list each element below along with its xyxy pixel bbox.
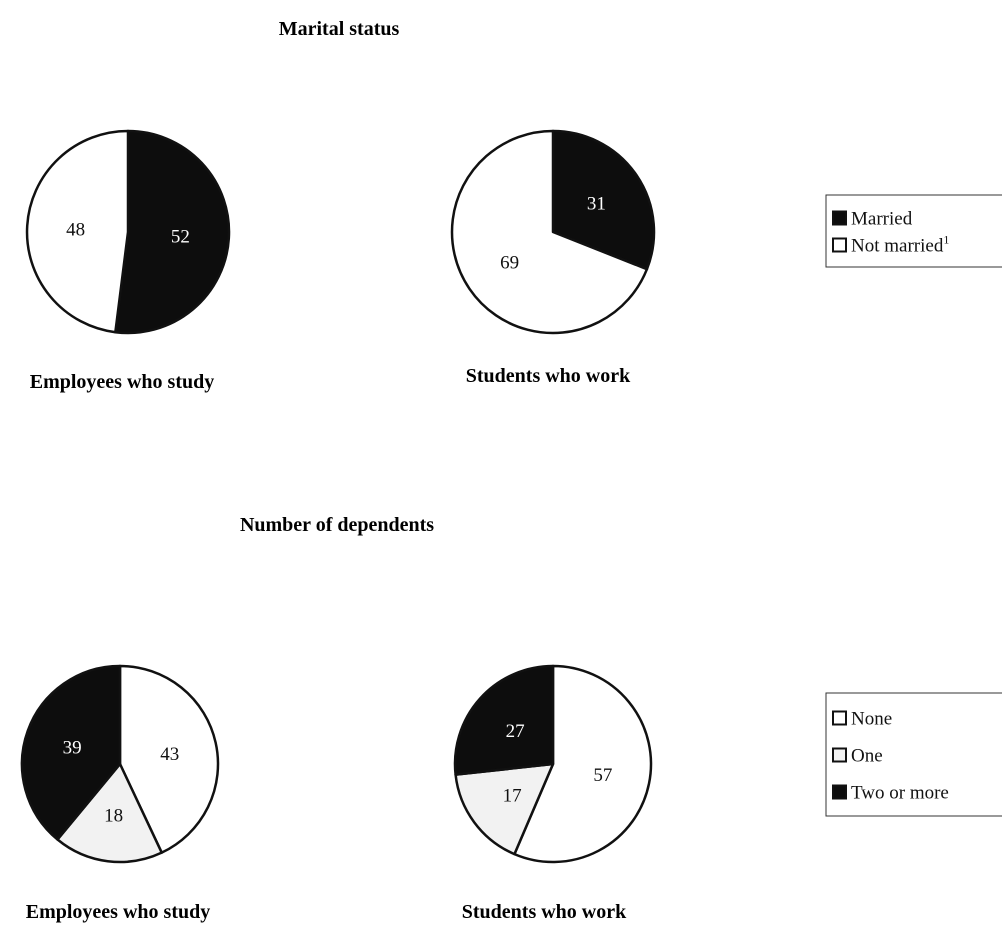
slice-value-label: 18 (104, 806, 123, 827)
pie-caption: Students who work (462, 901, 627, 923)
legend-swatch-not-married (833, 239, 846, 252)
pie-employees-who-study: 43 18 39 (22, 666, 218, 862)
slice-value-label: 48 (66, 220, 85, 241)
slice-value-label: 57 (593, 765, 612, 786)
legend: Married Not married1 (826, 195, 1002, 267)
slice-value-label: 69 (500, 253, 519, 274)
legend-entry-not-married: Not married1 (851, 233, 949, 257)
chart-title: Marital status (279, 18, 400, 40)
number-of-dependents-chart: Number of dependents 43 18 39 Employees wh… (22, 514, 1002, 923)
slice-value-label: 17 (503, 785, 522, 806)
pie-caption: Students who work (466, 365, 631, 387)
legend-swatch-two-or-more (833, 786, 846, 799)
legend-swatch-one (833, 749, 846, 762)
slice-value-label: 31 (587, 194, 606, 215)
slice-value-label: 43 (160, 744, 179, 765)
pie-caption: Employees who study (26, 901, 210, 923)
pie-students-who-work: 31 69 (452, 131, 654, 333)
legend-entry-two-or-more: Two or more (851, 783, 949, 804)
legend-entry-none: None (851, 709, 892, 730)
legend: None One Two or more (826, 693, 1002, 816)
legend-swatch-married (833, 212, 846, 225)
pie-students-who-work: 57 17 27 (455, 666, 651, 862)
slice-value-label: 52 (171, 226, 190, 247)
pie-employees-who-study: 52 48 (27, 131, 229, 333)
legend-swatch-none (833, 712, 846, 725)
slice-value-label: 39 (63, 738, 82, 759)
pie-caption: Employees who study (30, 371, 214, 393)
slice-value-label: 27 (506, 721, 525, 742)
pie-slice-two-or-more (455, 666, 553, 775)
legend-entry-one: One (851, 746, 883, 767)
chart-title: Number of dependents (240, 514, 434, 536)
legend-entry-married: Married (851, 209, 913, 230)
